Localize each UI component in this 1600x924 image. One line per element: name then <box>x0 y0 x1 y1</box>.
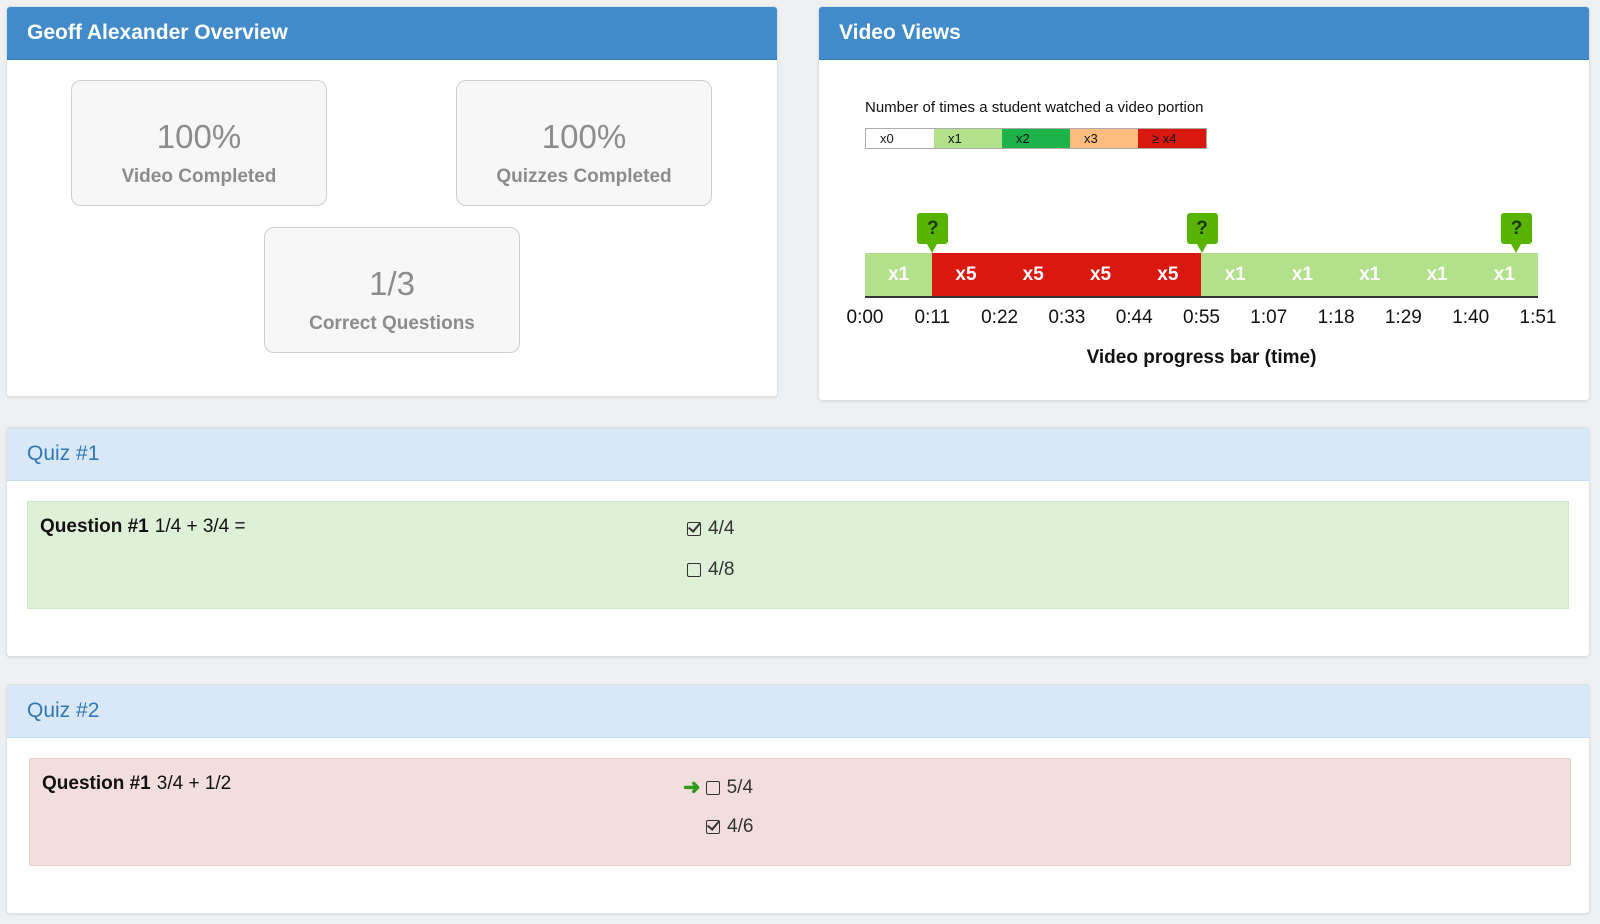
answer-option: 4/4 <box>687 518 734 540</box>
quiz-marker-icon[interactable]: ? <box>917 213 949 253</box>
quiz-1-question-1: Question #1 1/4 + 3/4 = 4/4 4/8 <box>27 501 1569 609</box>
time-tick-label: 1:07 <box>1250 307 1288 328</box>
legend-item: x0 <box>866 129 934 148</box>
time-tick-label: 0:00 <box>846 307 884 328</box>
answer-option: 4/8 <box>687 559 734 581</box>
progress-segment: x5 <box>1134 253 1202 296</box>
progress-segment: x5 <box>1066 253 1135 296</box>
time-tick-label: 1:51 <box>1519 307 1557 328</box>
progress-segment: x5 <box>932 253 1000 296</box>
legend-item: x3 <box>1070 129 1138 148</box>
quiz-2-panel: Quiz #2 Question #1 3/4 + 1/2 ➜ 5/4 4/6 <box>6 684 1590 914</box>
legend-item: x2 <box>1002 129 1070 148</box>
question-label: Question #1 <box>42 773 151 794</box>
legend-title: Number of times a student watched a vide… <box>865 99 1204 116</box>
time-tick-label: 0:55 <box>1183 307 1220 328</box>
question-label: Question #1 <box>40 516 149 537</box>
correct-answer-arrow-icon: ➜ <box>683 776 701 799</box>
x-axis-label: Video progress bar (time) <box>1086 347 1317 368</box>
option-text: 4/8 <box>708 559 735 580</box>
time-tick-label: 1:40 <box>1452 307 1490 328</box>
question-body: 1/4 + 3/4 = <box>154 516 246 537</box>
stat-value: 100% <box>156 118 242 155</box>
overview-title: Geoff Alexander Overview <box>7 7 777 60</box>
progress-segment: x1 <box>865 253 933 296</box>
checked-box-icon <box>687 522 701 536</box>
video-progress-bar: x1 x5 x5 x5 x5 x1 x1 x1 x1 x1 <box>865 253 1538 298</box>
quiz-marker-icon[interactable]: ? <box>1501 213 1532 253</box>
quiz-2-question-1: Question #1 3/4 + 1/2 ➜ 5/4 4/6 <box>29 758 1571 866</box>
stat-value: 100% <box>541 118 627 155</box>
unchecked-box-icon <box>687 563 701 577</box>
legend-item: ≥ x4 <box>1138 129 1206 148</box>
stat-value: 1/3 <box>369 265 415 302</box>
views-legend: x0 x1 x2 x3 ≥ x4 <box>865 128 1207 149</box>
quiz-2-title: Quiz #2 <box>7 685 1589 738</box>
video-views-panel: Video Views Number of times a student wa… <box>818 6 1590 401</box>
option-text: 5/4 <box>726 776 754 798</box>
quiz-marker-icon[interactable]: ? <box>1186 213 1218 253</box>
progress-segment: x5 <box>999 253 1067 296</box>
progress-segment: x1 <box>1268 253 1337 296</box>
overview-panel: Geoff Alexander Overview 100% Video Comp… <box>6 6 778 397</box>
option-text: 4/6 <box>727 816 754 837</box>
progress-segment: x1 <box>1336 253 1404 296</box>
question-text: Question #1 1/4 + 3/4 = <box>40 516 246 538</box>
time-tick-label: 1:29 <box>1384 307 1422 328</box>
video-views-title: Video Views <box>819 7 1589 60</box>
unchecked-box-icon <box>705 780 720 795</box>
progress-segment: x1 <box>1201 253 1269 296</box>
time-tick-label: 0:44 <box>1115 307 1153 328</box>
quizzes-completed-stat: 100% Quizzes Completed <box>456 80 712 206</box>
progress-segment: x1 <box>1470 253 1538 296</box>
legend-item: x1 <box>934 129 1002 148</box>
time-tick-label: 1:18 <box>1317 307 1355 328</box>
checked-box-icon <box>706 820 720 834</box>
time-tick-label: 0:33 <box>1048 307 1086 328</box>
time-tick-label: 0:22 <box>981 307 1019 328</box>
answer-option: ➜ 5/4 <box>683 775 753 800</box>
question-body: 3/4 + 1/2 <box>156 773 232 794</box>
time-tick-label: 0:11 <box>914 307 951 328</box>
progress-segment: x1 <box>1403 253 1471 296</box>
stat-label: Video Completed <box>121 166 277 187</box>
correct-questions-stat: 1/3 Correct Questions <box>264 227 520 353</box>
stat-label: Quizzes Completed <box>496 166 672 187</box>
quiz-1-panel: Quiz #1 Question #1 1/4 + 3/4 = 4/4 4/8 <box>6 427 1590 657</box>
video-completed-stat: 100% Video Completed <box>71 80 327 206</box>
answer-option: 4/6 <box>706 816 753 838</box>
quiz-1-title: Quiz #1 <box>7 428 1589 481</box>
option-text: 4/4 <box>708 518 735 539</box>
stat-label: Correct Questions <box>309 313 475 334</box>
question-text: Question #1 3/4 + 1/2 <box>42 773 231 795</box>
